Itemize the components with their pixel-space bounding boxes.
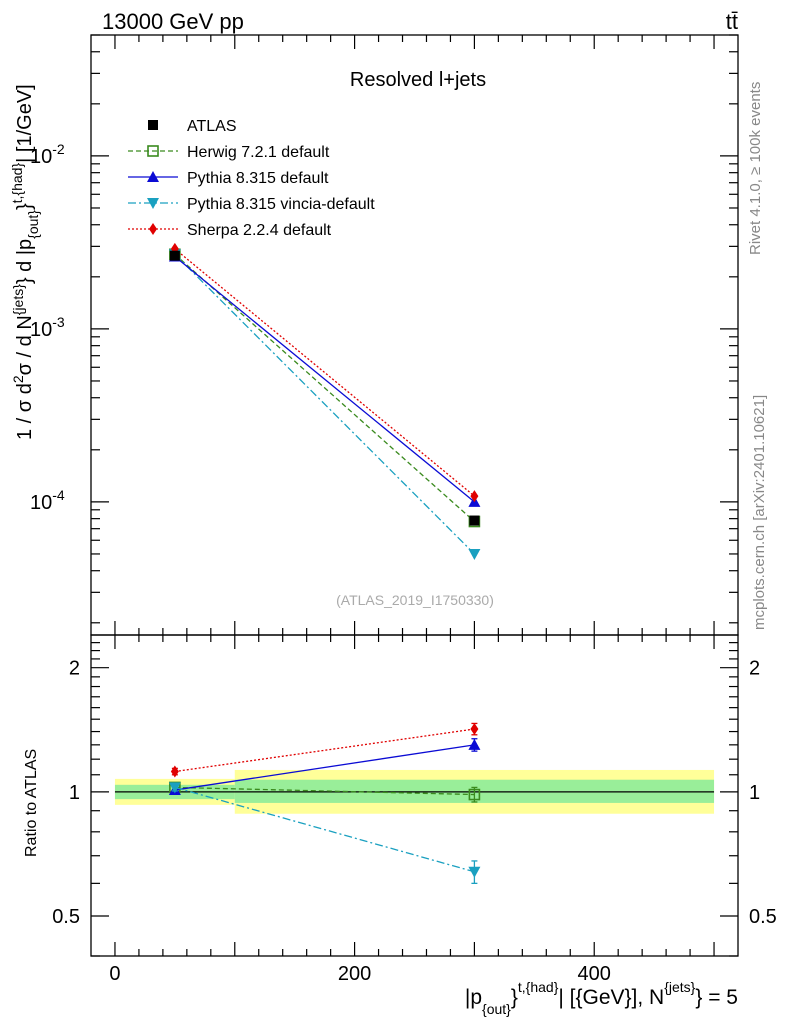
legend: ATLAS Herwig 7.2.1 default Pythia 8.315 de… [128,118,375,239]
ratio-marker-pythia-8-315-default [468,738,481,750]
collision-label: 13000 GeV pp [102,9,244,34]
process-label: tt̄ [726,9,738,34]
legend-marker-sherpa-2-2-4-default [149,223,157,235]
plot-title: Resolved l+jets [350,69,486,91]
main-y-axis-label: 1 / σ d2σ / d N{jets}} d |p{out}}t,{had}… [9,84,41,440]
main-series-group [168,242,481,560]
mcplots-watermark: mcplots.cern.ch [arXiv:2401.10621] [751,395,768,630]
ratio-plot-frame [90,634,739,957]
ratio-y-tick-label-right: 2 [749,658,760,680]
analysis-label: (ATLAS_2019_I1750330) [336,592,494,608]
ratio-y-tick-label-left: 0.5 [52,906,80,928]
ratio-y-tick-label-left: 2 [69,658,80,680]
main-y-tick-label: 10-2 [30,141,65,168]
ratio-y-axis-label: Ratio to ATLAS [23,749,40,857]
main-line-herwig-7-2-1-default [174,253,475,523]
legend-marker-atlas [148,120,158,130]
main-y-tick-label: 10-3 [30,314,65,341]
x-tick-label: 200 [338,963,371,985]
rivet-watermark: Rivet 4.1.0, ≥ 100k events [747,82,764,255]
ratio-marker-sherpa-2-2-4-default [470,723,479,736]
ratio-series-group [168,722,481,885]
tick-labels: 10-2 10-3 10-4 0.5 0.5 1 1 2 2 0 200 400 [30,141,777,985]
legend-label-atlas: ATLAS [187,118,237,135]
main-y-tick-label: 10-4 [30,487,65,514]
main-line-pythia-8-315-default [174,256,475,503]
legend-label-pythia-8-315-default: Pythia 8.315 default [187,170,329,187]
legend-label-sherpa-2-2-4-default: Sherpa 2.2.4 default [187,222,332,239]
ratio-marker-pythia-8-315-vincia-default [468,866,481,878]
ratio-marker-pythia-8-315-vincia-default [168,782,181,794]
legend-marker-pythia-8-315-vincia-default [147,198,159,209]
legend-marker-pythia-8-315-default [147,171,159,182]
x-tick-label: 400 [578,963,611,985]
main-line-pythia-8-315-vincia-default [174,253,475,555]
main-marker-pythia-8-315-vincia-default [468,548,481,560]
x-tick-label: 0 [109,963,120,985]
ratio-line-sherpa-2-2-4-default [174,728,475,773]
legend-label-pythia-8-315-vincia-default: Pythia 8.315 vincia-default [187,196,375,213]
legend-marker-herwig-7-2-1-default [147,145,159,157]
ratio-y-tick-label-right: 1 [749,782,760,804]
main-axis-ticks [91,34,738,635]
ratio-y-tick-label-right: 0.5 [749,906,777,928]
legend-label-herwig-7-2-1-default: Herwig 7.2.1 default [187,144,330,161]
ratio-line-herwig-7-2-1-default [174,786,475,796]
ratio-axis-ticks [91,635,738,957]
ratio-line-pythia-8-315-default [174,744,475,791]
ratio-line-pythia-8-315-vincia-default [174,786,475,873]
main-marker-atlas [469,515,480,526]
main-line-sherpa-2-2-4-default [174,248,475,497]
main-marker-sherpa-2-2-4-default [470,490,479,503]
ratio-marker-herwig-7-2-1-default [468,788,481,801]
ratio-marker-sherpa-2-2-4-default [170,765,179,778]
main-marker-atlas [169,250,180,261]
ratio-y-tick-label-left: 1 [69,782,80,804]
ratio-uncertainty-bands [114,769,715,814]
